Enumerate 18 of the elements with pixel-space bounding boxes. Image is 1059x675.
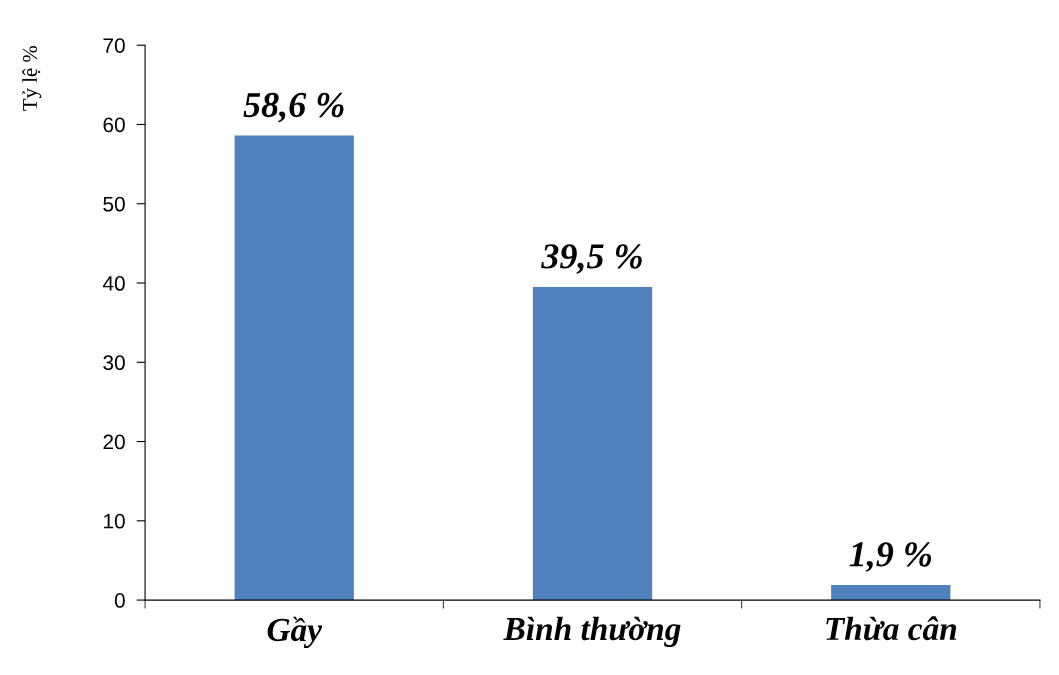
y-tick-label: 60: [103, 117, 125, 133]
y-tick-label: 50: [103, 196, 125, 212]
data-label: 1,9 %: [849, 542, 932, 572]
y-tick-label: 40: [102, 276, 125, 291]
y-tick-label: 70: [103, 38, 125, 53]
bar: [234, 135, 354, 601]
data-label: 58,6 %: [243, 92, 344, 123]
y-tick-label: 20: [103, 434, 125, 450]
bar: [831, 585, 951, 601]
x-tick-label: Thừa cân: [826, 616, 957, 641]
data-label: 39,5 %: [541, 244, 642, 274]
bar: [532, 286, 653, 601]
y-tick-label: 0: [114, 593, 125, 608]
y-tick-label: 30: [103, 355, 125, 371]
x-tick-label: Gầy: [267, 616, 323, 649]
x-tick-label: Bình thường: [503, 616, 681, 647]
y-axis-title: Tỷ lệ %: [22, 45, 42, 111]
y-tick-label: 10: [104, 513, 125, 529]
